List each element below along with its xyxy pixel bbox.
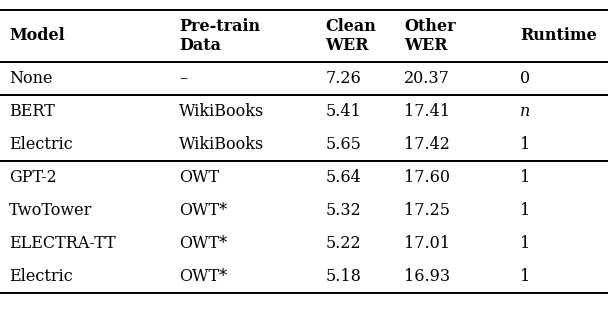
Text: Other
WER: Other WER (404, 18, 456, 54)
Text: 17.01: 17.01 (404, 235, 451, 252)
Text: 16.93: 16.93 (404, 268, 451, 285)
Text: 1: 1 (520, 136, 530, 153)
Text: 17.25: 17.25 (404, 202, 451, 219)
Text: Runtime: Runtime (520, 28, 596, 45)
Text: None: None (9, 70, 53, 87)
Text: 5.32: 5.32 (325, 202, 361, 219)
Text: OWT*: OWT* (179, 235, 227, 252)
Text: n: n (520, 103, 530, 120)
Text: 17.60: 17.60 (404, 169, 451, 186)
Text: 5.64: 5.64 (325, 169, 361, 186)
Text: Clean
WER: Clean WER (325, 18, 376, 54)
Text: GPT-2: GPT-2 (9, 169, 57, 186)
Text: 5.65: 5.65 (325, 136, 361, 153)
Text: 1: 1 (520, 235, 530, 252)
Text: WikiBooks: WikiBooks (179, 103, 264, 120)
Text: BERT: BERT (9, 103, 55, 120)
Text: Model: Model (9, 28, 64, 45)
Text: 1: 1 (520, 202, 530, 219)
Text: 7.26: 7.26 (325, 70, 361, 87)
Text: OWT: OWT (179, 169, 219, 186)
Text: OWT*: OWT* (179, 268, 227, 285)
Text: Pre-train
Data: Pre-train Data (179, 18, 260, 54)
Text: 17.42: 17.42 (404, 136, 450, 153)
Text: 0: 0 (520, 70, 530, 87)
Text: 1: 1 (520, 268, 530, 285)
Text: WikiBooks: WikiBooks (179, 136, 264, 153)
Text: ELECTRA-TT: ELECTRA-TT (9, 235, 116, 252)
Text: 1: 1 (520, 169, 530, 186)
Text: TwoTower: TwoTower (9, 202, 92, 219)
Text: –: – (179, 70, 187, 87)
Text: 5.18: 5.18 (325, 268, 361, 285)
Text: 17.41: 17.41 (404, 103, 451, 120)
Text: 5.22: 5.22 (325, 235, 361, 252)
Text: 5.41: 5.41 (325, 103, 361, 120)
Text: Electric: Electric (9, 136, 73, 153)
Text: Electric: Electric (9, 268, 73, 285)
Text: OWT*: OWT* (179, 202, 227, 219)
Text: 20.37: 20.37 (404, 70, 450, 87)
